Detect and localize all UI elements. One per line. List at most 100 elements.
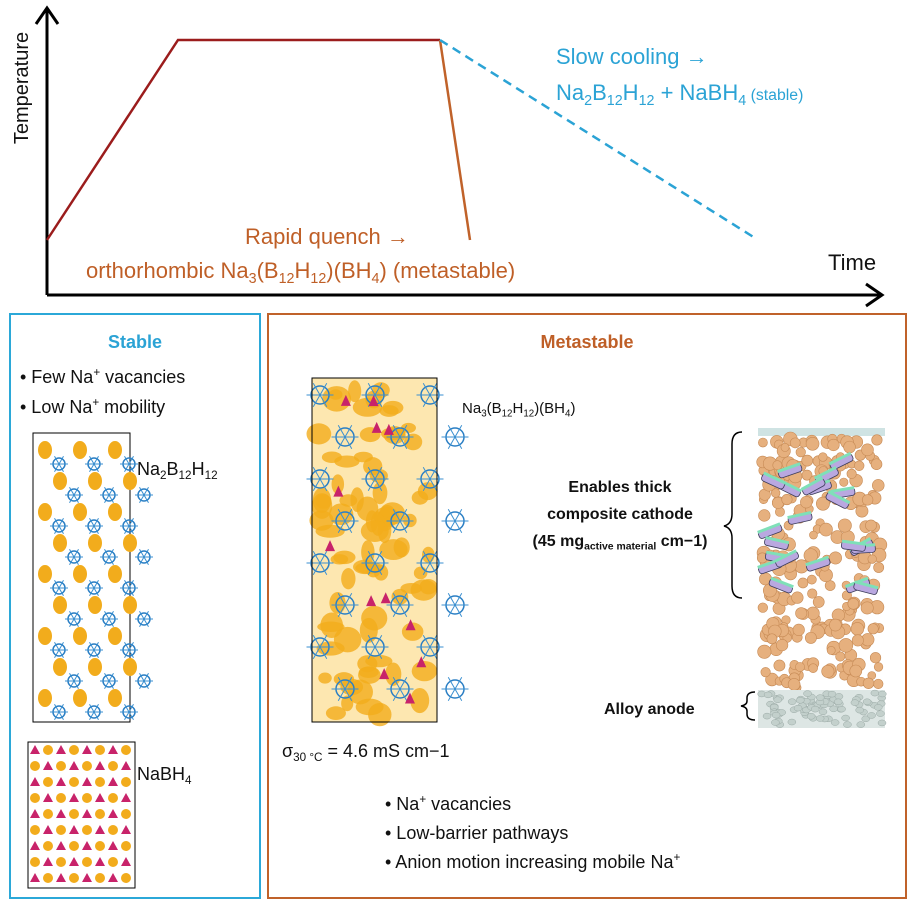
art [367, 467, 376, 480]
art [128, 587, 134, 597]
art [104, 486, 110, 496]
text-part: vacancies [100, 367, 186, 387]
text-part: 4 [738, 93, 747, 109]
art [108, 873, 118, 882]
art [311, 377, 438, 723]
text-part: (B [256, 258, 279, 283]
text-part: Na [462, 400, 482, 417]
art [89, 587, 95, 597]
art [69, 548, 75, 558]
art [312, 646, 321, 659]
text-part: 12 [606, 93, 623, 109]
art [139, 494, 145, 504]
art [139, 680, 145, 690]
art [373, 564, 389, 581]
text-part: 2 [160, 469, 167, 483]
art [128, 641, 134, 651]
art [93, 455, 99, 465]
art [824, 580, 836, 591]
art [870, 689, 880, 697]
art [340, 394, 351, 406]
art [82, 873, 92, 882]
art [447, 436, 456, 449]
art [827, 438, 840, 452]
text-part: + [92, 395, 100, 409]
text-part: • Low Na [20, 397, 93, 417]
art [123, 472, 137, 490]
art [73, 556, 79, 566]
art [374, 562, 383, 575]
art [58, 463, 64, 473]
art [108, 565, 122, 583]
art [454, 593, 463, 606]
art [399, 520, 408, 533]
art [374, 467, 383, 480]
art [839, 477, 849, 487]
art [337, 436, 346, 449]
art [124, 525, 130, 535]
art [771, 711, 781, 719]
art [862, 698, 872, 706]
art [765, 536, 790, 545]
art [312, 394, 321, 407]
art [38, 441, 52, 459]
text-part: 12 [638, 93, 655, 109]
art [849, 664, 863, 678]
art [447, 688, 456, 701]
art [454, 604, 463, 617]
art [104, 680, 110, 690]
art [867, 554, 877, 564]
art [108, 618, 114, 628]
art [128, 525, 134, 535]
art [38, 565, 52, 583]
art [399, 436, 408, 449]
art [30, 761, 40, 771]
art [808, 663, 818, 673]
art [69, 680, 75, 690]
art [108, 548, 114, 558]
art [871, 434, 883, 446]
art [876, 710, 885, 717]
art [139, 486, 145, 496]
quench-line [438, 39, 472, 241]
art [108, 672, 114, 682]
text-part: (stable) [746, 87, 804, 104]
art [104, 618, 110, 628]
text-part: 4 [371, 271, 380, 287]
art [73, 486, 79, 496]
art [392, 425, 401, 438]
art [379, 668, 390, 680]
art [56, 793, 66, 803]
art [69, 556, 75, 566]
art [770, 576, 794, 589]
art [860, 601, 874, 615]
art [399, 677, 408, 690]
text-part: )(BH [534, 400, 566, 417]
art [104, 672, 110, 682]
text-part: orthorhombic Na [86, 258, 249, 283]
art [54, 649, 60, 659]
art [804, 631, 817, 644]
art [429, 383, 438, 396]
art [108, 857, 118, 867]
art [795, 662, 805, 672]
art [123, 658, 137, 676]
structure-image [27, 741, 136, 889]
art [830, 486, 855, 493]
art [757, 602, 768, 613]
art [793, 704, 803, 712]
art [774, 549, 797, 563]
art [763, 691, 773, 699]
art [856, 721, 866, 728]
art [53, 534, 67, 552]
art [758, 428, 885, 436]
cell-image [756, 428, 888, 728]
art [121, 825, 131, 834]
text-part: H [191, 459, 205, 479]
text-part: 4 [185, 774, 192, 788]
art [795, 607, 808, 620]
art [69, 761, 79, 770]
art [312, 467, 321, 480]
text-part: (B [486, 400, 502, 417]
art [319, 646, 328, 659]
